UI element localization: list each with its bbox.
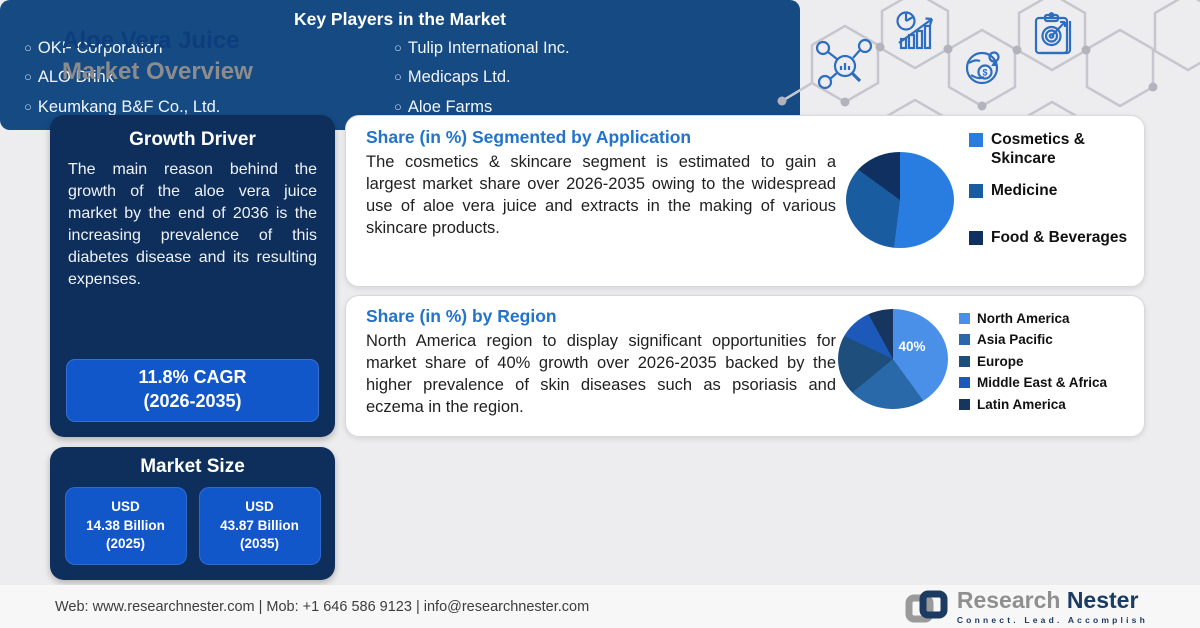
legend-swatch (959, 398, 970, 410)
key-player-name: Keumkang B&F Co., Ltd. (37, 97, 221, 116)
growth-driver-panel: Growth Driver The main reason behind the… (50, 115, 335, 437)
key-player-item: ○ Aloe Farms (394, 97, 570, 118)
legend-swatch (969, 133, 983, 147)
page-title: Aloe Vera Juice Market Overview (62, 26, 253, 87)
research-nester-logo: Research Nester Connect. Lead. Accomplis… (903, 587, 1148, 627)
key-player-item: ○ Tulip International Inc. (394, 38, 570, 59)
region-share-text: North America region to display signific… (366, 332, 836, 416)
page-title-line1: Aloe Vera Juice (62, 27, 240, 54)
legend-item: Europe (959, 354, 1139, 370)
bullet-icon: ○ (394, 69, 402, 85)
legend-swatch (959, 334, 970, 346)
legend-label: Europe (977, 353, 1024, 369)
legend-label: Medicine (991, 181, 1058, 199)
cagr-value: 11.8% CAGR (138, 367, 247, 388)
key-player-name: Medicaps Ltd. (407, 68, 511, 87)
amount-label: 14.38 Billion (86, 517, 165, 533)
key-player-item: ○ Medicaps Ltd. (394, 67, 570, 88)
growth-driver-title: Growth Driver (129, 129, 256, 150)
region-pie-chart: 40% (838, 309, 948, 409)
bullet-icon: ○ (24, 98, 32, 114)
bullet-icon: ○ (394, 98, 402, 114)
growth-analytics-icon (896, 11, 934, 50)
bullet-icon: ○ (394, 40, 402, 55)
amount-label: 43.87 Billion (220, 517, 299, 533)
logo-word-research: Research (956, 587, 1061, 613)
market-size-2025-badge: USD 14.38 Billion (2025) (64, 487, 187, 565)
region-share-title: Share (in %) by Region (366, 306, 557, 326)
page-title-line2: Market Overview (62, 57, 253, 85)
cagr-badge: 11.8% CAGR (2026-2035) (66, 359, 319, 422)
legend-swatch (959, 313, 970, 324)
legend-item: Latin America (959, 397, 1139, 413)
legend-swatch (959, 377, 970, 389)
currency-label: USD (111, 498, 140, 514)
svg-text:$: $ (982, 67, 987, 77)
key-player-name: Tulip International Inc. (407, 39, 570, 57)
market-research-icon (815, 38, 873, 90)
logo-word-nester: Nester (1066, 587, 1139, 613)
growth-driver-text: The main reason behind the growth of the… (68, 161, 317, 289)
market-size-2035-badge: USD 43.87 Billion (2035) (198, 487, 321, 565)
cagr-period: (2026-2035) (143, 390, 242, 411)
key-players-title: Key Players in the Market (293, 9, 507, 29)
application-share-title: Share (in %) Segmented by Application (366, 127, 692, 147)
legend-swatch (959, 355, 970, 367)
key-player-name: ALO Drink (37, 68, 114, 87)
legend-swatch (969, 183, 983, 198)
legend-label: Asia Pacific (977, 332, 1053, 348)
market-size-values: USD 14.38 Billion (2025) USD 43.87 Billi… (62, 487, 323, 565)
pie-data-label: 40% (898, 339, 926, 354)
key-player-item: ○ Keumkang B&F Co., Ltd. (24, 97, 394, 118)
logo-tagline: Connect. Lead. Accomplish (956, 615, 1148, 625)
legend-label: Middle East & Africa (977, 375, 1108, 391)
target-strategy-icon (1034, 12, 1072, 55)
key-player-name: Aloe Farms (407, 97, 493, 116)
legend-item: Middle East & Africa (959, 375, 1139, 391)
legend-item: Asia Pacific (959, 332, 1139, 348)
footer-contact: Web: www.researchnester.com | Mob: +1 64… (55, 598, 590, 615)
year-label: (2035) (239, 536, 280, 552)
key-player-item: ○ ALO Drink (24, 67, 394, 88)
footer: Web: www.researchnester.com | Mob: +1 64… (0, 585, 1200, 628)
key-players-panel: Key Players in the Market ○ OKF Corporati… (0, 0, 800, 130)
legend-item: Medicine (969, 181, 1134, 200)
legend-label: Food & Beverages (991, 229, 1128, 247)
region-share-card: Share (in %) by Region North America reg… (345, 295, 1145, 437)
key-players-columns: ○ OKF Corporation ○ ALO Drink ○ Keumkang B&… (24, 38, 776, 126)
legend-label: North America (977, 311, 1070, 326)
bullet-icon: ○ (24, 40, 32, 55)
application-pie-chart (846, 152, 954, 248)
logo-text: Research Nester Connect. Lead. Accomplis… (956, 589, 1148, 626)
key-players-left-column: ○ OKF Corporation ○ ALO Drink ○ Keumkang B&… (24, 38, 394, 126)
key-player-item: ○ OKF Corporation (24, 38, 394, 59)
market-size-title: Market Size (140, 456, 245, 477)
global-market-icon: $ (965, 51, 1000, 85)
bullet-icon: ○ (24, 69, 32, 85)
year-label: (2025) (105, 536, 146, 552)
legend-item: Food & Beverages (969, 228, 1134, 247)
application-share-text: The cosmetics & skincare segment is esti… (366, 153, 836, 237)
legend-item: Cosmetics & Skincare (969, 130, 1134, 169)
application-share-card: Share (in %) Segmented by Application Th… (345, 115, 1145, 287)
application-legend: Cosmetics & Skincare Medicine Food & Bev… (969, 130, 1134, 260)
logo-name: Research Nester (957, 589, 1148, 612)
region-legend: North America Asia Pacific Europe Middle… (959, 311, 1139, 418)
key-players-right-column: ○ Tulip International Inc. ○ Medicaps Ltd.… (394, 38, 570, 126)
links-logo-icon (905, 590, 948, 623)
market-size-panel: Market Size USD 14.38 Billion (2025) USD… (50, 447, 335, 580)
legend-label: Cosmetics & Skincare (991, 131, 1085, 168)
currency-label: USD (245, 498, 274, 514)
key-player-name: OKF Corporation (37, 39, 163, 57)
legend-item: North America (959, 311, 1139, 327)
hexagon-decoration: $ (777, 0, 1200, 125)
legend-label: Latin America (977, 396, 1066, 412)
legend-swatch (969, 231, 983, 246)
